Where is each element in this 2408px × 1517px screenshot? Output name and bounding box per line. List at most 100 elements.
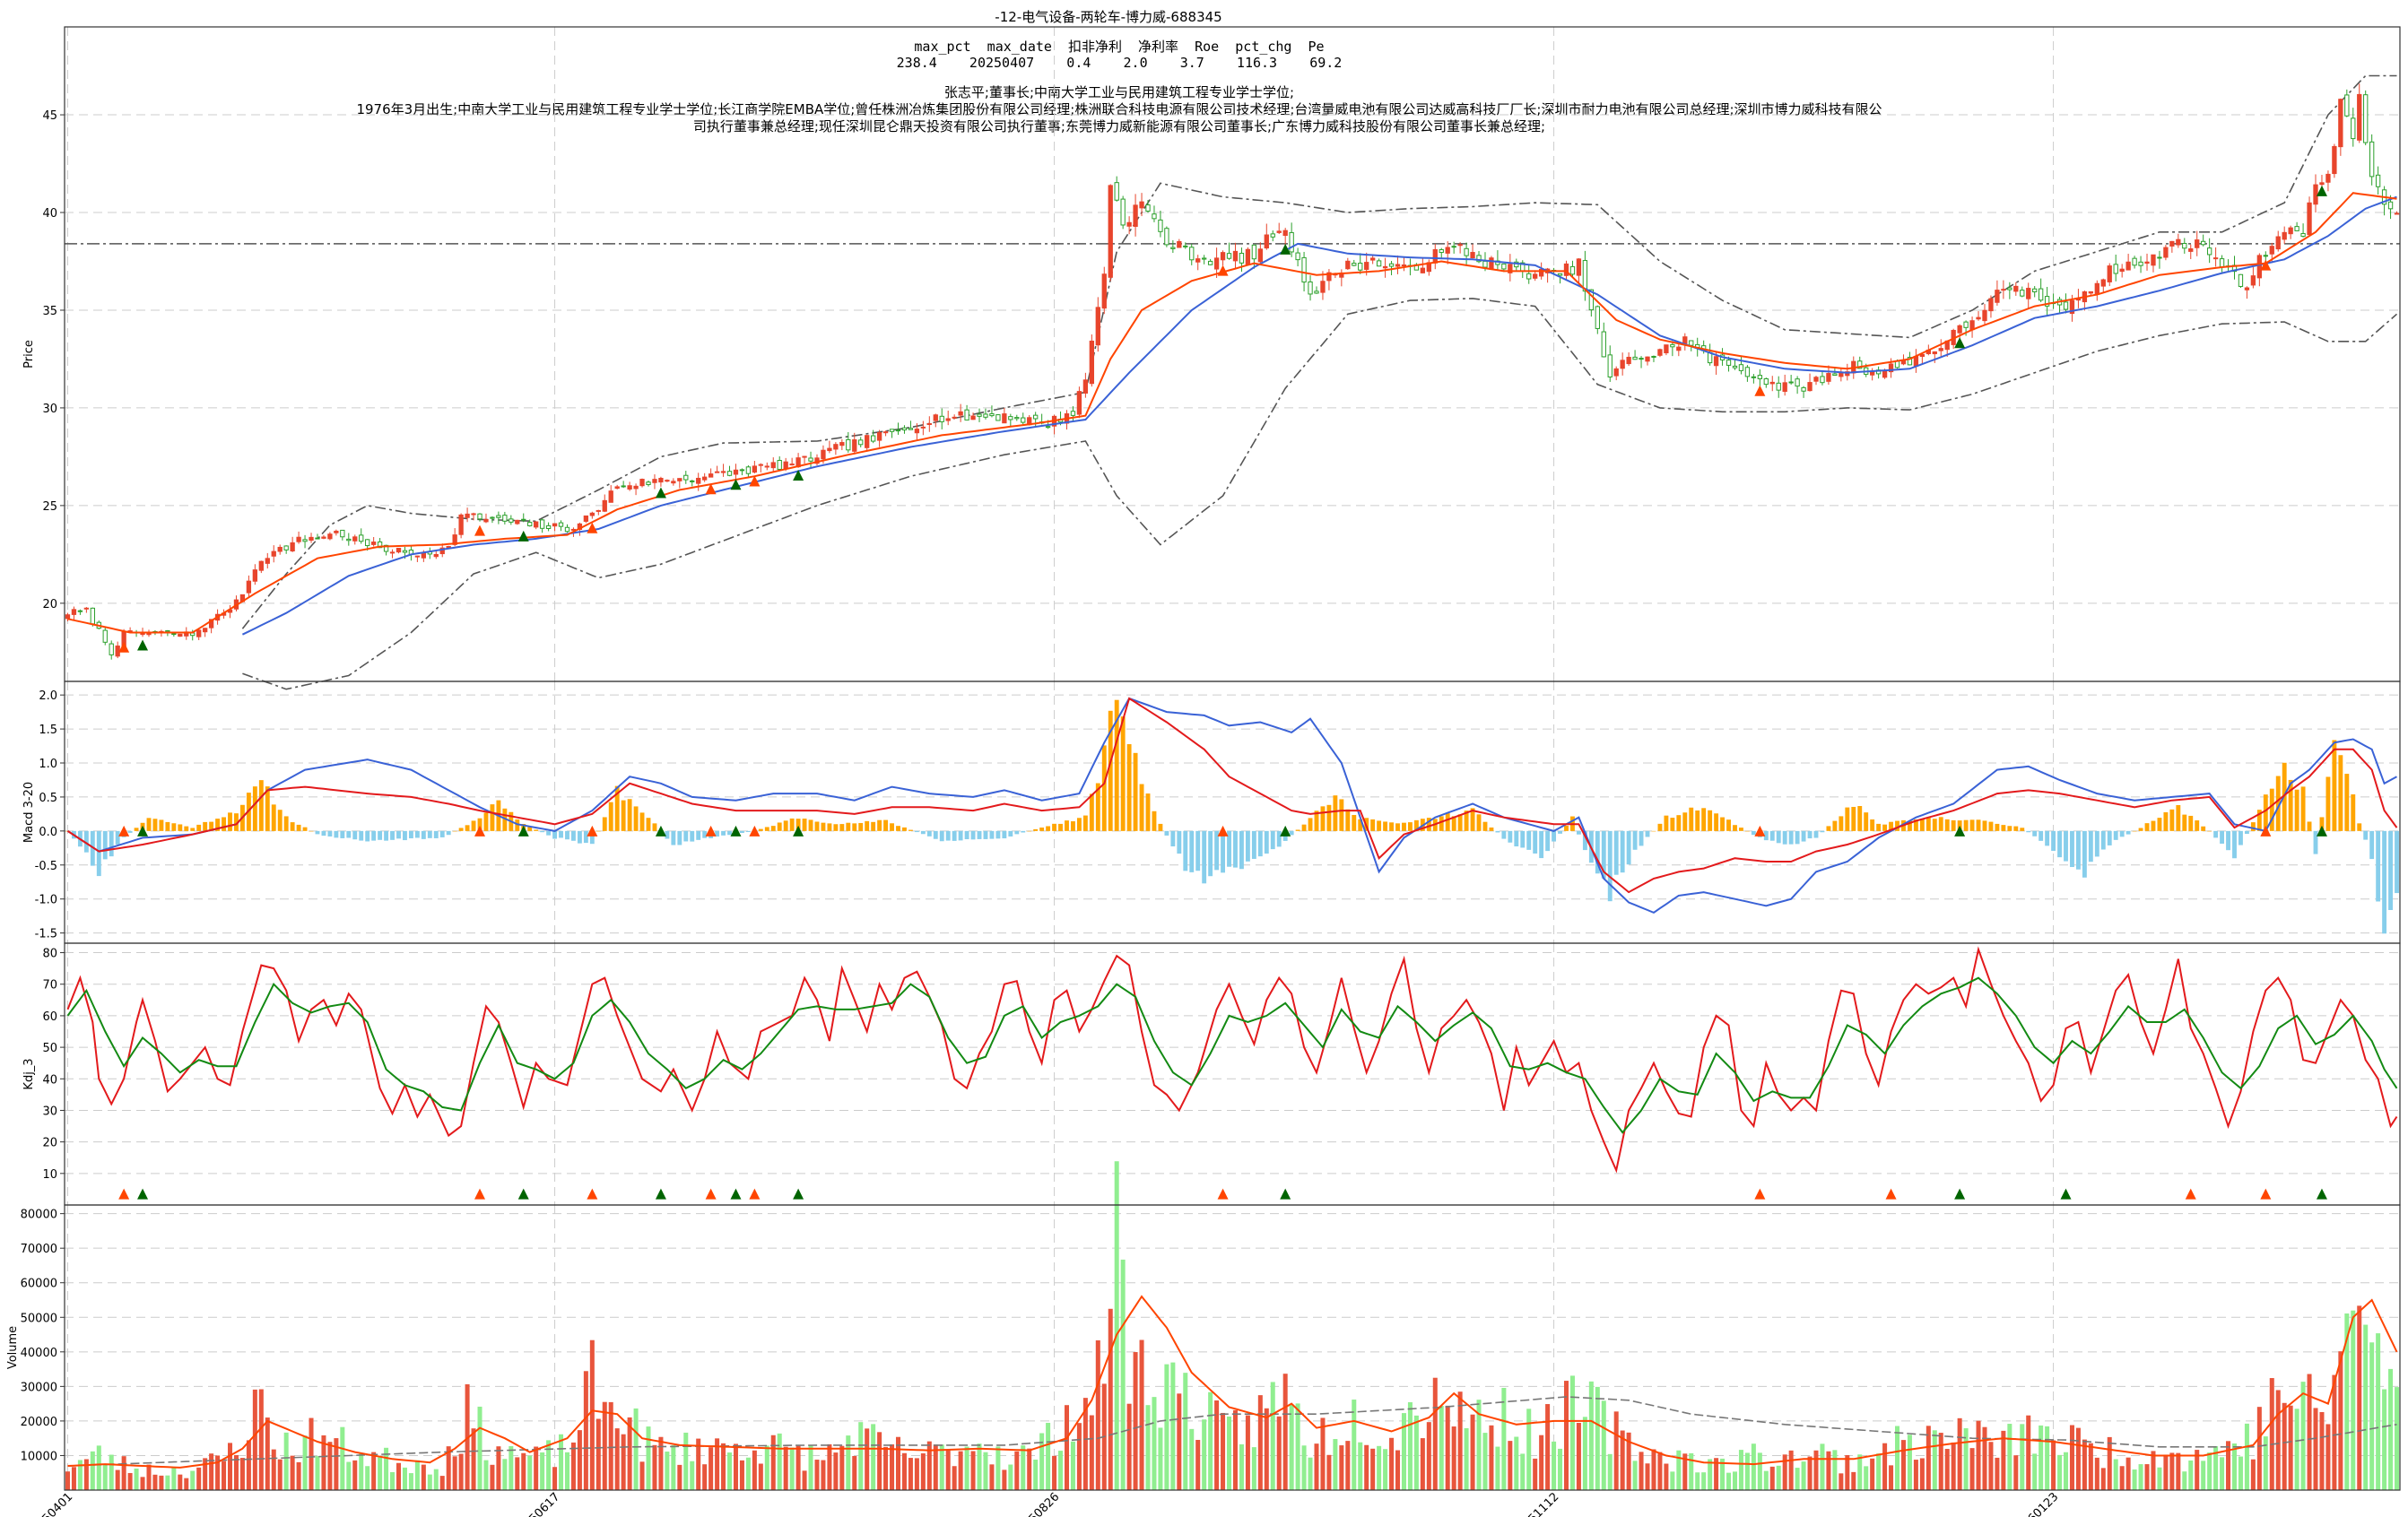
macd-histogram-bar — [1202, 830, 1207, 884]
candle-body — [1807, 382, 1813, 392]
candle-body — [977, 413, 982, 417]
macd-histogram-bar — [2188, 815, 2194, 831]
candle-body — [1738, 364, 1744, 371]
candle-body — [777, 460, 782, 470]
candle-body — [802, 455, 807, 458]
macd-histogram-bar — [196, 824, 202, 831]
macd-histogram-bar — [1095, 783, 1100, 831]
volume-bar — [2319, 1411, 2325, 1490]
volume-bar — [1657, 1452, 1663, 1490]
volume-bar — [1582, 1417, 1587, 1490]
macd-histogram-bar — [1076, 818, 1082, 831]
volume-bar — [196, 1467, 202, 1490]
y-tick-label: 0.0 — [39, 826, 57, 839]
macd-histogram-bar — [1539, 830, 1544, 859]
candle-body — [2332, 145, 2337, 175]
y-tick-label: 30000 — [21, 1381, 57, 1394]
volume-bar — [1170, 1362, 1176, 1490]
volume-bar — [1558, 1448, 1563, 1490]
volume-bar — [2188, 1460, 2194, 1490]
kdj-up-signal — [118, 1188, 130, 1200]
volume-bar — [146, 1464, 152, 1490]
volume-bar — [1907, 1435, 1912, 1490]
macd-histogram-bar — [483, 812, 489, 831]
volume-bar — [570, 1442, 576, 1490]
macd-histogram-bar — [896, 826, 900, 831]
volume-bar — [277, 1459, 283, 1490]
y-axis-label: Macd 3-20 — [22, 782, 36, 843]
volume-bar — [2338, 1351, 2343, 1490]
y-tick-label: 1.5 — [39, 724, 57, 737]
volume-bar — [2238, 1456, 2243, 1490]
candle-body — [733, 469, 739, 475]
volume-bar — [1807, 1456, 1813, 1490]
macd-histogram-bar — [1613, 830, 1619, 875]
macd-histogram-bar — [1514, 830, 1519, 847]
volume-bar — [2220, 1457, 2225, 1490]
macd-histogram-bar — [1439, 816, 1444, 831]
candle-body — [115, 646, 120, 657]
volume-bar — [2001, 1430, 2006, 1490]
volume-bar — [477, 1406, 482, 1490]
volume-bar — [271, 1449, 276, 1490]
macd-histogram-bar — [2207, 830, 2212, 832]
kdj-up-signal — [587, 1188, 598, 1200]
macd-histogram-bar — [939, 830, 944, 842]
candle-body — [2144, 261, 2150, 264]
volume-bar — [2088, 1443, 2093, 1490]
macd-histogram-bar — [1233, 830, 1238, 868]
candle-body — [995, 414, 1001, 421]
candle-body — [65, 614, 71, 620]
volume-bar — [808, 1445, 813, 1490]
candle-body — [458, 514, 464, 535]
volume-bar — [1664, 1463, 1669, 1490]
volume-bar — [390, 1471, 396, 1490]
macd-histogram-bar — [534, 829, 539, 831]
volume-bar — [952, 1466, 957, 1490]
volume-bar — [914, 1458, 919, 1490]
volume-bar — [2151, 1451, 2156, 1490]
macd-histogram-bar — [2195, 820, 2200, 831]
macd-histogram-bar — [1451, 816, 1456, 831]
macd-histogram-bar — [1720, 817, 1725, 831]
volume-bar — [758, 1463, 763, 1490]
macd-histogram-bar — [1214, 830, 1220, 871]
candle-body — [1813, 377, 1819, 382]
volume-bar — [121, 1456, 126, 1490]
macd-histogram-bar — [222, 817, 226, 831]
candle-body — [558, 522, 564, 527]
candle-body — [1801, 386, 1806, 392]
volume-bar — [233, 1454, 239, 1490]
volume-bar — [646, 1426, 651, 1490]
candle-body — [621, 485, 626, 488]
volume-bar — [1932, 1430, 1937, 1490]
volume-bar — [2201, 1461, 2206, 1490]
candle-body — [471, 513, 476, 516]
sell-signal-marker — [1954, 337, 1966, 349]
volume-bar — [408, 1473, 413, 1490]
kdj-up-signal — [2185, 1188, 2196, 1200]
volume-bar — [2269, 1378, 2274, 1490]
volume-bar — [1133, 1352, 1138, 1490]
macd-histogram-bar — [2032, 830, 2038, 837]
macd-histogram-bar — [283, 816, 289, 831]
candle-body — [1101, 273, 1107, 309]
volume-ma-line — [67, 1295, 2398, 1469]
candle-body — [1757, 375, 1762, 379]
volume-bar — [1526, 1409, 1532, 1490]
macd-histogram-bar — [2100, 830, 2106, 850]
macd-histogram-bar — [1744, 830, 1750, 832]
macd-histogram-bar — [2263, 794, 2268, 831]
candle-body — [521, 518, 526, 521]
macd-histogram-bar — [1464, 811, 1469, 831]
candle-body — [2169, 240, 2175, 247]
plot-layer — [65, 74, 2400, 1490]
bio-line-2: 1976年3月出生;中南大学工业与民用建筑工程专业学士学位;长江商学院EMBA学… — [356, 101, 1882, 117]
macd-histogram-bar — [1320, 806, 1326, 831]
macd-histogram-bar — [777, 822, 782, 831]
volume-bar — [2344, 1313, 2350, 1490]
macd-histogram-bar — [2064, 830, 2068, 862]
kdj-up-signal — [1885, 1188, 1897, 1200]
y-tick-label: 60000 — [21, 1278, 57, 1291]
macd-histogram-bar — [2082, 830, 2087, 878]
